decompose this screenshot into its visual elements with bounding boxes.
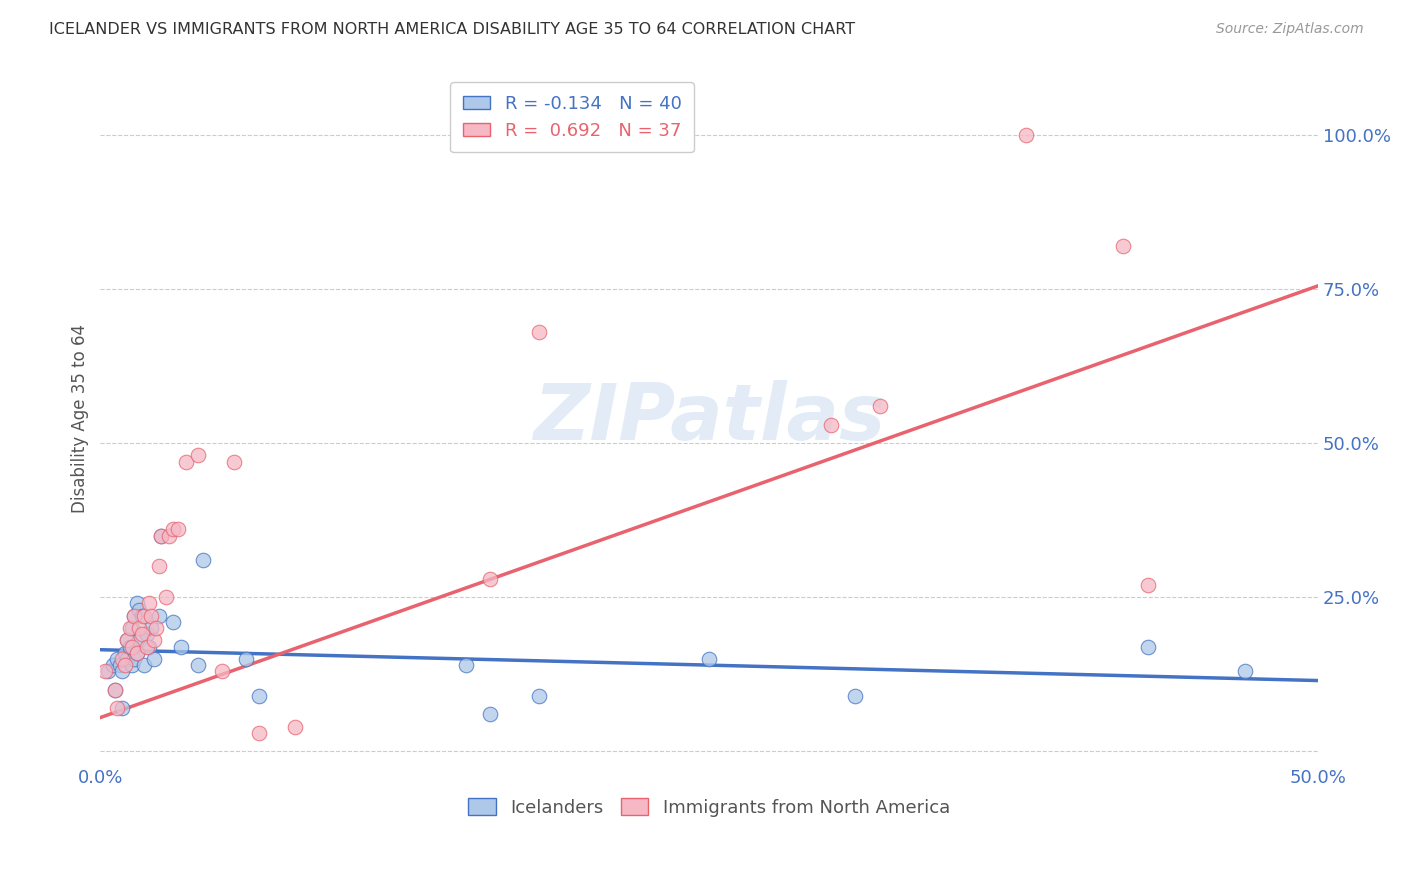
Point <box>115 633 138 648</box>
Point <box>1234 665 1257 679</box>
Point <box>128 621 150 635</box>
Text: Source: ZipAtlas.com: Source: ZipAtlas.com <box>1216 22 1364 37</box>
Point <box>135 640 157 654</box>
Point <box>141 621 163 635</box>
Point <box>121 621 143 635</box>
Point <box>124 608 146 623</box>
Point <box>121 658 143 673</box>
Point <box>247 689 270 703</box>
Point <box>142 652 165 666</box>
Point <box>844 689 866 703</box>
Point <box>235 652 257 666</box>
Point <box>135 627 157 641</box>
Point <box>118 640 141 654</box>
Point <box>131 608 153 623</box>
Point <box>148 608 170 623</box>
Point <box>138 640 160 654</box>
Point <box>138 597 160 611</box>
Point <box>157 528 180 542</box>
Point <box>114 646 136 660</box>
Text: ZIPatlas: ZIPatlas <box>533 380 886 457</box>
Point <box>128 633 150 648</box>
Point <box>211 665 233 679</box>
Point <box>820 417 842 432</box>
Point <box>111 652 134 666</box>
Point <box>125 597 148 611</box>
Point <box>155 591 177 605</box>
Point <box>162 523 184 537</box>
Point <box>479 572 502 586</box>
Point <box>284 720 307 734</box>
Point <box>128 602 150 616</box>
Point <box>125 646 148 660</box>
Point <box>150 528 173 542</box>
Y-axis label: Disability Age 35 to 64: Disability Age 35 to 64 <box>72 324 89 513</box>
Point <box>134 658 156 673</box>
Point <box>527 325 550 339</box>
Point <box>124 608 146 623</box>
Text: ICELANDER VS IMMIGRANTS FROM NORTH AMERICA DISABILITY AGE 35 TO 64 CORRELATION C: ICELANDER VS IMMIGRANTS FROM NORTH AMERI… <box>49 22 855 37</box>
Point <box>191 553 214 567</box>
Point <box>111 701 134 715</box>
Point <box>479 707 502 722</box>
Point <box>141 608 163 623</box>
Point <box>174 454 197 468</box>
Point <box>101 658 124 673</box>
Point <box>118 621 141 635</box>
Point <box>150 528 173 542</box>
Point <box>97 665 120 679</box>
Point <box>1136 640 1159 654</box>
Point <box>1112 238 1135 252</box>
Point <box>247 726 270 740</box>
Point <box>148 559 170 574</box>
Point <box>167 523 190 537</box>
Point <box>170 640 193 654</box>
Point <box>187 658 209 673</box>
Point <box>125 646 148 660</box>
Point <box>105 701 128 715</box>
Point <box>145 621 167 635</box>
Point <box>105 652 128 666</box>
Point <box>124 652 146 666</box>
Point <box>121 640 143 654</box>
Point <box>111 665 134 679</box>
Point <box>187 449 209 463</box>
Point <box>869 399 891 413</box>
Point <box>131 627 153 641</box>
Point <box>142 633 165 648</box>
Point <box>454 658 477 673</box>
Point <box>114 658 136 673</box>
Point <box>527 689 550 703</box>
Point <box>134 608 156 623</box>
Point <box>115 652 138 666</box>
Point <box>104 682 127 697</box>
Point <box>115 633 138 648</box>
Point <box>224 454 246 468</box>
Point <box>1015 128 1038 142</box>
Point <box>94 665 117 679</box>
Point <box>1136 578 1159 592</box>
Legend: Icelanders, Immigrants from North America: Icelanders, Immigrants from North Americ… <box>461 791 957 824</box>
Point <box>108 658 131 673</box>
Point <box>697 652 720 666</box>
Point <box>104 682 127 697</box>
Point <box>162 615 184 629</box>
